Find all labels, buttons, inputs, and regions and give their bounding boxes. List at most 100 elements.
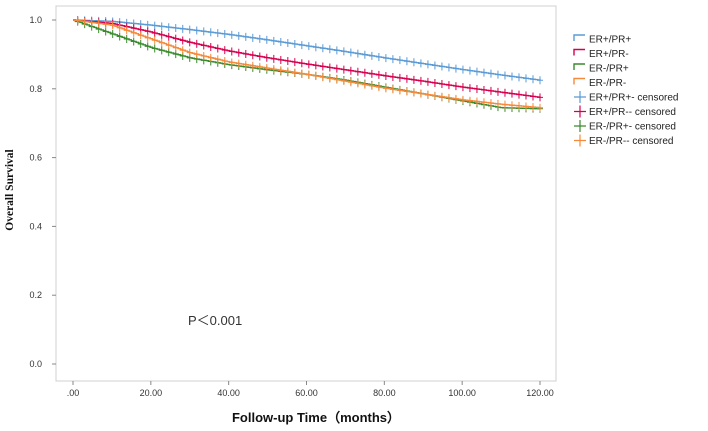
legend-item: ER-/PR-- censored: [574, 134, 673, 147]
legend-symbol: [574, 120, 586, 132]
legend-symbol: [574, 91, 586, 103]
censor-mark: [158, 46, 165, 55]
censor-mark: [452, 82, 459, 91]
x-tick-label: 120.00: [526, 388, 554, 398]
censor-mark: [515, 101, 522, 110]
censor-mark: [459, 95, 466, 104]
censor-mark: [445, 63, 452, 72]
p-value-annotation: P＜0.001: [188, 313, 242, 328]
censor-mark: [123, 34, 130, 43]
plot-frame: [55, 5, 557, 382]
censor-mark: [291, 68, 298, 77]
legend-label: ER+/PR-: [589, 49, 629, 60]
x-tick-label: 60.00: [295, 388, 318, 398]
censor-mark: [312, 72, 319, 81]
censor-mark: [81, 17, 88, 26]
censor-mark: [424, 60, 431, 69]
censor-mark: [522, 91, 529, 100]
legend-label: ER+/PR+: [589, 35, 631, 46]
censor-mark: [473, 97, 480, 106]
censor-mark: [305, 70, 312, 79]
censor-mark: [284, 57, 291, 66]
censor-mark: [137, 31, 144, 40]
censor-mark: [494, 87, 501, 96]
censor-mark: [319, 62, 326, 71]
censor-mark: [424, 90, 431, 99]
censor-mark: [193, 50, 200, 59]
censor-mark: [347, 78, 354, 87]
censor-mark: [312, 43, 319, 52]
censor-mark: [459, 65, 466, 74]
censor-mark: [480, 68, 487, 77]
censor-mark: [487, 69, 494, 78]
y-tick-label: 0.4: [29, 221, 42, 231]
censor-mark: [207, 28, 214, 37]
censor-mark: [235, 48, 242, 57]
censor-mark: [305, 60, 312, 69]
series-er-pr-: [73, 16, 543, 102]
censor-mark: [333, 64, 340, 73]
censor-mark: [200, 41, 207, 50]
censor-mark: [480, 85, 487, 94]
censor-mark: [151, 36, 158, 45]
censor-mark: [445, 93, 452, 102]
legend-item: ER-/PR-: [573, 77, 626, 89]
censor-mark: [382, 71, 389, 80]
censor-mark: [249, 61, 256, 70]
x-tick-label: 100.00: [448, 388, 476, 398]
censor-mark: [305, 42, 312, 51]
censor-mark: [424, 77, 431, 86]
censor-mark: [207, 43, 214, 52]
censor-mark: [389, 72, 396, 81]
censor-mark: [165, 32, 172, 41]
censor-mark: [151, 21, 158, 30]
censor-mark: [529, 92, 536, 101]
legend-item: ER+/PR-: [573, 48, 629, 60]
censor-mark: [312, 61, 319, 70]
censor-mark: [291, 58, 298, 67]
censor-mark: [116, 32, 123, 41]
legend-symbol: [574, 134, 586, 147]
legend-item: ER-/PR+- censored: [574, 120, 676, 133]
legend-symbol: [573, 63, 585, 70]
censor-mark: [361, 68, 368, 77]
legend-label: ER+/PR+- censored: [589, 93, 679, 104]
censor-mark: [186, 25, 193, 34]
censor-mark: [242, 60, 249, 69]
y-tick-label: 0.6: [29, 153, 42, 163]
censor-mark: [438, 92, 445, 101]
legend-symbol: [573, 34, 585, 41]
series-er-pr-: [73, 16, 543, 112]
censor-mark: [116, 23, 123, 32]
y-tick-label: 0.2: [29, 290, 42, 300]
censor-mark: [193, 26, 200, 35]
censor-mark: [263, 64, 270, 73]
x-tick-label: 20.00: [140, 388, 163, 398]
y-axis-title: Overall Survival: [4, 149, 16, 230]
censor-mark: [375, 70, 382, 79]
censor-mark: [214, 44, 221, 53]
censor-mark: [291, 40, 298, 49]
censor-mark: [172, 24, 179, 33]
censor-mark: [130, 28, 137, 37]
y-tick-label: 1.0: [29, 15, 42, 25]
censor-mark: [165, 48, 172, 57]
censor-mark: [270, 36, 277, 45]
censor-mark: [277, 55, 284, 64]
censor-mark: [249, 51, 256, 60]
censor-mark: [340, 47, 347, 56]
censor-mark: [270, 65, 277, 74]
censor-mark: [410, 88, 417, 97]
censor-mark: [417, 59, 424, 68]
censor-mark: [95, 19, 102, 28]
censor-mark: [172, 34, 179, 43]
censor-mark: [340, 76, 347, 85]
legend-label: ER-/PR+: [589, 64, 629, 75]
y-tick-label: 0.0: [29, 359, 42, 369]
censor-mark: [179, 46, 186, 55]
y-tick-label: 0.8: [29, 84, 42, 94]
censor-mark: [375, 83, 382, 92]
censor-mark: [361, 80, 368, 89]
censor-mark: [172, 43, 179, 52]
